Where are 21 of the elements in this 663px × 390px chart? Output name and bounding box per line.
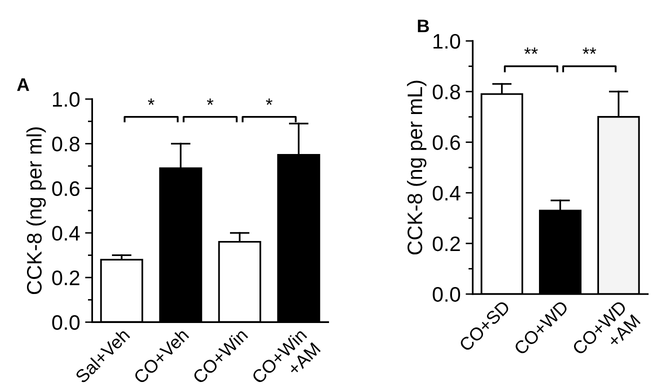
y-tick-label: 0.4 [52,226,80,241]
y-tick-label: 0.2 [432,236,460,252]
y-tick-label: 1.0 [434,34,460,49]
y-tick-label: 1.0 [52,92,80,107]
y-axis-title: CCK-8 (ng per ml) [26,127,46,294]
y-tick-label: 0.4 [432,186,460,201]
y-tick-label: 0.0 [432,287,460,302]
annotation: * [266,98,272,105]
y-tick-label: 0.8 [432,84,460,100]
y-tick-label: 0.6 [432,135,460,150]
y-tick-label: 0.8 [52,136,80,152]
y-axis-title: CCK-8 (ng per mL) [406,80,426,254]
y-tick-label: 0.2 [52,270,80,286]
y-tick-label: 0.0 [52,315,80,330]
chart-title: B [418,20,429,32]
annotation: * [148,98,154,105]
annotation: ** [524,48,538,54]
chart-title: A [17,78,30,91]
annotation: * [206,98,214,105]
annotation: ** [582,48,596,54]
y-tick-label: 0.6 [52,181,80,196]
